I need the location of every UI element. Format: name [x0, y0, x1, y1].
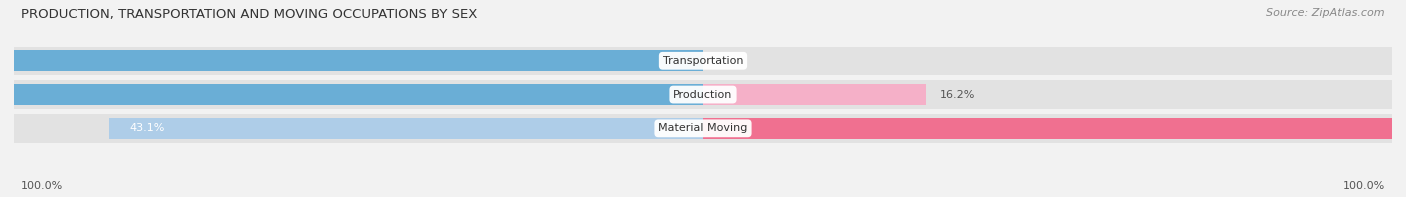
Bar — [703, 118, 1406, 139]
Text: 16.2%: 16.2% — [941, 90, 976, 99]
Bar — [0, 50, 703, 71]
Text: 43.1%: 43.1% — [129, 123, 165, 133]
Bar — [14, 47, 1392, 75]
Bar — [14, 80, 1392, 109]
Bar — [703, 84, 927, 105]
Text: PRODUCTION, TRANSPORTATION AND MOVING OCCUPATIONS BY SEX: PRODUCTION, TRANSPORTATION AND MOVING OC… — [21, 8, 478, 21]
Text: Material Moving: Material Moving — [658, 123, 748, 133]
Bar — [0, 84, 703, 105]
Text: Transportation: Transportation — [662, 56, 744, 66]
Bar — [14, 114, 1392, 142]
Text: Production: Production — [673, 90, 733, 99]
Bar — [110, 118, 703, 139]
Text: 100.0%: 100.0% — [1343, 181, 1385, 191]
Text: Source: ZipAtlas.com: Source: ZipAtlas.com — [1267, 8, 1385, 18]
Text: 100.0%: 100.0% — [21, 181, 63, 191]
